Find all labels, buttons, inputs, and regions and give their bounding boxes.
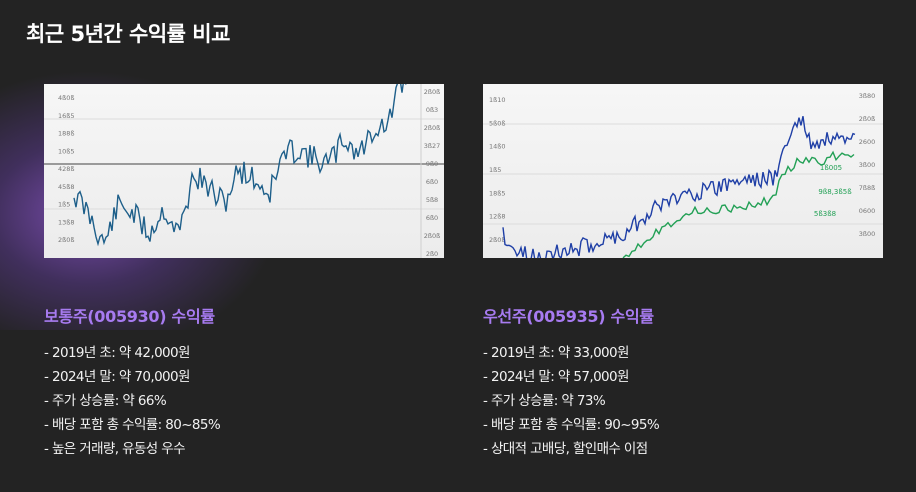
axis-label: 16ß5 [58,112,75,120]
axis-label: 4ß0ß [58,94,74,102]
bullet-item: - 2019년 초: 약 42,000원 [44,345,190,361]
bullet-item: - 2019년 초: 약 33,000원 [483,345,629,361]
axis-label: 1ß5 [489,166,501,174]
chart-annotation: 5ß3ß8 [814,210,836,218]
axis-label: 3ß80 [859,92,876,100]
common-stock-chart-svg: 4ß0ß 16ß5 188ß 10ß5 428ß 45ß8 1ß5 13ß8 2ß0ß 2ß0ß… [44,84,444,258]
green-series-line [622,150,855,258]
preferred-stock-bullets: - 2019년 초: 약 33,000원 - 2024년 말: 약 57,000… [483,341,883,461]
axis-label: 2ß0ß [859,115,875,123]
axis-label: 2600 [859,138,876,146]
preferred-stock-chart-svg: 1ß10 5ß0ß 14ß0 1ß5 18ß5 12ß8 2ß0ß 3ß80 2ß0ß 2600… [483,92,883,258]
axis-label: 3ß27 [424,142,441,150]
axis-label: 2ß0ß [424,232,440,240]
common-stock-chart-image: 4ß0ß 16ß5 188ß 10ß5 428ß 45ß8 1ß5 13ß8 2ß0ß 2ß0ß… [44,84,444,258]
page-title: 최근 5년간 수익률 비교 [26,22,230,46]
bullet-item: - 주가 상승률: 약 73% [483,393,606,409]
axis-label: 0600 [859,207,876,215]
right-axis-labels: 2ß0ß 0ß3 2ß0ß 3ß27 9ß0 6ß0 5ß8 6ß0 2ß0ß 2ß0 [424,88,441,258]
bullet-item: - 배당 포함 총 수익률: 80~85% [44,417,221,433]
axis-label: 7ß8ß [859,184,875,192]
axis-label: 2ß0ß [58,236,74,244]
preferred-stock-section: 우선주(005935) 수익률 - 2019년 초: 약 33,000원 - 2… [483,303,883,461]
axis-label: 2ß0 [426,250,438,258]
left-axis-labels: 1ß10 5ß0ß 14ß0 1ß5 18ß5 12ß8 2ß0ß [489,96,506,244]
axis-label: 14ß0 [489,143,506,151]
preferred-stock-title: 우선주(005935) 수익률 [483,307,654,326]
axis-label: 13ß8 [58,218,75,226]
axis-label: 12ß8 [489,213,506,221]
axis-label: 2ß0ß [489,236,505,244]
axis-label: 1ß10 [489,96,506,104]
chart-annotation: 9ß8,3ß5ß [818,188,852,196]
axis-label: 45ß8 [58,183,75,191]
bullet-item: - 높은 거래량, 유동성 우수 [44,441,186,457]
common-stock-bullets: - 2019년 초: 약 42,000원 - 2024년 말: 약 70,000… [44,341,444,461]
bullet-item: - 배당 포함 총 수익률: 90~95% [483,417,660,433]
common-stock-title: 보통주(005930) 수익률 [44,307,215,326]
axis-label: 5ß8 [426,196,438,204]
axis-label: 6ß0 [426,214,438,222]
axis-label: 2ß0ß [424,124,440,132]
axis-label: 2ß0ß [424,88,440,96]
chart-annotation: 1ß005 [820,164,842,172]
bullet-item: - 2024년 말: 약 57,000원 [483,369,629,385]
left-axis-labels: 4ß0ß 16ß5 188ß 10ß5 428ß 45ß8 1ß5 13ß8 2ß0ß [58,94,75,244]
bullet-item: - 상대적 고배당, 할인매수 이점 [483,441,648,457]
axis-label: 3ß00 [859,230,876,238]
common-stock-section: 보통주(005930) 수익률 - 2019년 초: 약 42,000원 - 2… [44,303,444,461]
axis-label: 18ß5 [489,189,506,197]
axis-label: 9ß0 [426,160,438,168]
axis-label: 0ß3 [426,106,438,114]
bullet-item: - 주가 상승률: 약 66% [44,393,167,409]
axis-label: 1ß5 [58,201,70,209]
price-series-line [73,84,407,247]
axis-label: 5ß0ß [489,119,505,127]
preferred-stock-chart-image: 1ß10 5ß0ß 14ß0 1ß5 18ß5 12ß8 2ß0ß 3ß80 2ß0ß 2600… [483,84,883,258]
axis-label: 3ß00 [859,161,876,169]
blue-series-line [502,116,856,258]
bullet-item: - 2024년 말: 약 70,000원 [44,369,190,385]
axis-label: 428ß [58,165,75,173]
right-axis-labels: 3ß80 2ß0ß 2600 3ß00 7ß8ß 0600 3ß00 [859,92,876,238]
axis-label: 188ß [58,130,75,138]
axis-label: 6ß0 [426,178,438,186]
axis-label: 10ß5 [58,147,75,155]
